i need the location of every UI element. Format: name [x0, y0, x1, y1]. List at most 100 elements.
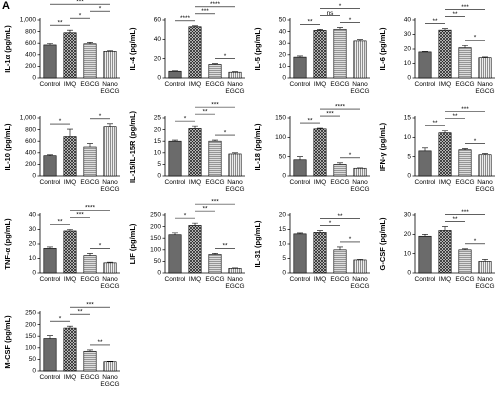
- bar: [313, 128, 327, 176]
- significance-label: **: [202, 205, 208, 212]
- y-tick-label: 400: [25, 149, 36, 156]
- error-bar: [442, 129, 448, 133]
- significance-label: *: [474, 35, 477, 42]
- significance-label: ***: [461, 105, 469, 112]
- y-tick-label: 50: [279, 153, 287, 160]
- bar: [83, 146, 97, 176]
- significance-label: ***: [211, 198, 219, 205]
- bar: [458, 148, 472, 176]
- x-tick-label: EGCG: [80, 373, 100, 381]
- y-tick-label: 5: [407, 153, 411, 160]
- error-bar: [192, 125, 198, 128]
- x-tick-label: IMQ: [188, 276, 202, 283]
- x-tick-label: EGCG: [80, 276, 100, 283]
- bar: [478, 57, 492, 79]
- error-bar: [107, 261, 113, 263]
- x-tick-label: IMQ: [438, 178, 452, 186]
- significance-label: **: [432, 119, 438, 126]
- y-axis-label: IL-5 (pg/mL): [253, 27, 262, 70]
- significance-label: *: [474, 238, 477, 245]
- y-tick-label: 200: [25, 321, 36, 328]
- significance-label: **: [307, 18, 313, 25]
- y-tick-label: 10: [404, 60, 412, 67]
- x-tick-label: Nano EGCG: [225, 81, 245, 95]
- error-bar: [107, 50, 113, 52]
- significance-label: *: [349, 236, 352, 243]
- significance-label: **: [77, 308, 83, 315]
- y-tick-label: 250: [25, 309, 36, 316]
- error-bar: [297, 55, 303, 58]
- bar: [418, 51, 432, 79]
- bar: [458, 47, 472, 79]
- chart-panel: IL-18 (pg/mL) 0 50 100 150 * ** *** **** Control I…: [250, 103, 375, 201]
- y-tick-label: 150: [25, 332, 36, 339]
- significance-label: *: [184, 212, 187, 219]
- x-tick-label: Nano EGCG: [100, 276, 120, 290]
- x-tick-label: Control: [39, 178, 61, 186]
- bar: [208, 254, 222, 274]
- significance-label: ***: [461, 4, 469, 11]
- bar: [313, 30, 327, 79]
- error-bar: [47, 334, 53, 339]
- y-tick-label: 10: [154, 149, 162, 156]
- x-tick-label: Nano EGCG: [225, 276, 245, 290]
- y-tick-label: 40: [279, 28, 287, 35]
- significance-label: **: [432, 18, 438, 25]
- chart-panel: IL-1α (pg/mL) 0 200 400 600 800 1,000 ** * * *** Co…: [0, 0, 125, 103]
- significance-label: *: [184, 115, 187, 122]
- bar: [418, 150, 432, 176]
- significance-label: *: [59, 118, 62, 125]
- bar: [63, 327, 77, 371]
- y-tick-label: 15: [154, 137, 162, 144]
- y-tick-label: 10: [279, 241, 287, 248]
- y-tick-label: 30: [404, 212, 412, 219]
- significance-label: ***: [201, 8, 209, 15]
- x-tick-label: EGCG: [455, 178, 475, 186]
- error-bar: [67, 128, 73, 137]
- bar: [103, 125, 117, 176]
- significance-label: *: [329, 220, 332, 227]
- y-tick-label: 100: [25, 344, 36, 351]
- bar: [83, 255, 97, 274]
- y-tick-label: 1,000: [20, 114, 37, 121]
- x-tick-label: Control: [164, 81, 186, 88]
- bar: [168, 234, 182, 274]
- significance-label: **: [202, 108, 208, 115]
- y-axis-label: IL-18 (pg/mL): [253, 122, 262, 170]
- significance-label: **: [97, 339, 103, 346]
- error-bar: [442, 226, 448, 231]
- x-tick-label: IMQ: [313, 81, 327, 88]
- chart-panel: IL-10 (pg/mL) 0 200 400 600 800 1,000 * * Control…: [0, 104, 125, 201]
- y-tick-label: 20: [404, 46, 412, 53]
- error-bar: [297, 232, 303, 234]
- x-tick-label: Control: [289, 81, 311, 88]
- bar: [188, 225, 202, 274]
- error-bar: [317, 127, 323, 129]
- y-tick-label: 800: [25, 28, 36, 35]
- significance-label: **: [452, 216, 458, 223]
- y-tick-label: 200: [25, 161, 36, 168]
- y-tick-label: 100: [150, 247, 161, 254]
- x-tick-label: IMQ: [188, 81, 202, 88]
- y-tick-label: 200: [25, 63, 36, 70]
- x-tick-label: EGCG: [330, 276, 350, 283]
- error-bar: [357, 259, 363, 260]
- chart-panel: IL-6 (pg/mL) 0 10 20 30 40 * ** ** *** Control IMQ E…: [375, 4, 500, 103]
- y-tick-label: 0: [157, 270, 161, 277]
- chart-panel: M-CSF (pg/mL) 0 50 100 150 200 250 ** * ** *** Cont…: [0, 299, 125, 396]
- y-tick-label: 100: [275, 134, 286, 141]
- bar: [188, 26, 202, 79]
- y-tick-label: 400: [25, 52, 36, 59]
- error-bar: [482, 152, 488, 155]
- significance-label: **: [222, 242, 228, 249]
- error-bar: [87, 42, 93, 44]
- significance-label: ns: [327, 10, 335, 17]
- x-tick-label: EGCG: [80, 178, 100, 186]
- x-tick-label: EGCG: [330, 178, 350, 186]
